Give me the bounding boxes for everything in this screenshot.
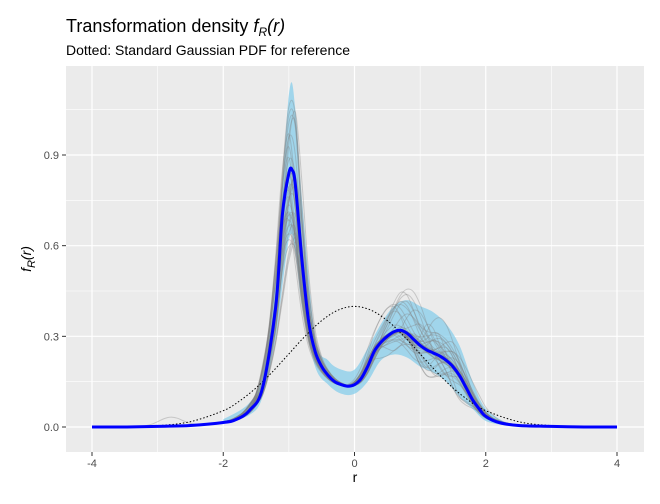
x-tick-label: 4: [614, 458, 620, 470]
mean-density: [91, 166, 618, 429]
chart-title: Transformation density fR(r): [66, 16, 285, 39]
y-tick-label: 0.6: [44, 241, 59, 253]
y-axis-ticks: 0.0 0.3 0.6 0.9: [44, 150, 66, 434]
x-axis-title: r: [353, 469, 358, 485]
chart-subtitle: Dotted: Standard Gaussian PDF for refere…: [66, 42, 350, 58]
x-tick-label: 2: [483, 458, 489, 470]
band-area: [223, 82, 506, 426]
y-tick-label: 0.9: [44, 150, 59, 162]
y-tick-label: 0.0: [44, 422, 59, 434]
x-tick-label: 0: [351, 458, 357, 470]
x-tick-label: -4: [87, 458, 97, 470]
x-axis-ticks: -4 -2 0 2 4: [87, 452, 620, 470]
mean-curve: [91, 166, 618, 429]
reference-gaussian: [91, 305, 618, 428]
x-tick-label: -2: [218, 458, 228, 470]
y-axis-title: fR(r): [18, 246, 38, 272]
y-tick-label: 0.3: [44, 331, 59, 343]
reference-curve: [91, 305, 618, 428]
uncertainty-band: [223, 82, 506, 426]
